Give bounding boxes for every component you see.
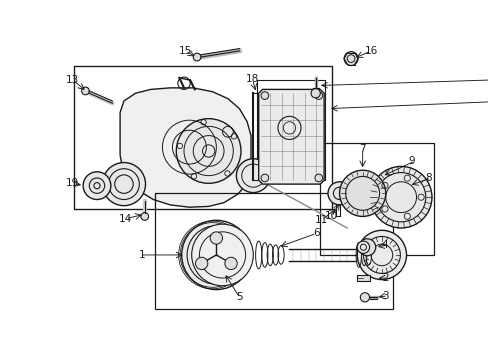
Bar bbox=[154, 193, 393, 309]
Text: 16: 16 bbox=[364, 46, 377, 56]
Circle shape bbox=[314, 92, 322, 99]
Polygon shape bbox=[120, 88, 250, 207]
Circle shape bbox=[83, 172, 111, 199]
Circle shape bbox=[344, 52, 357, 66]
Bar bbox=[320, 143, 433, 255]
Text: 19: 19 bbox=[66, 178, 79, 188]
Text: 13: 13 bbox=[66, 75, 79, 85]
Polygon shape bbox=[258, 89, 324, 184]
Text: 14: 14 bbox=[118, 214, 131, 224]
Circle shape bbox=[193, 53, 201, 61]
Circle shape bbox=[357, 230, 406, 280]
Text: 18: 18 bbox=[245, 75, 258, 84]
Text: 4: 4 bbox=[381, 240, 388, 250]
Text: 1: 1 bbox=[139, 250, 145, 260]
Text: 5: 5 bbox=[236, 292, 242, 302]
Circle shape bbox=[310, 89, 320, 98]
Text: 6: 6 bbox=[312, 228, 319, 238]
Bar bbox=[257, 80, 324, 180]
Text: 10: 10 bbox=[325, 211, 338, 221]
Circle shape bbox=[314, 174, 322, 182]
Circle shape bbox=[102, 163, 145, 206]
Circle shape bbox=[182, 220, 250, 289]
Circle shape bbox=[358, 239, 375, 256]
Text: 9: 9 bbox=[408, 156, 415, 166]
Circle shape bbox=[141, 213, 148, 220]
Text: 11: 11 bbox=[314, 215, 327, 225]
Circle shape bbox=[261, 92, 268, 99]
Text: 8: 8 bbox=[424, 173, 431, 183]
Circle shape bbox=[195, 257, 207, 270]
Circle shape bbox=[327, 182, 350, 205]
Polygon shape bbox=[357, 275, 369, 281]
Circle shape bbox=[191, 224, 253, 286]
Circle shape bbox=[210, 232, 222, 244]
Circle shape bbox=[176, 119, 241, 183]
Circle shape bbox=[357, 241, 369, 253]
Circle shape bbox=[81, 87, 89, 95]
Text: 2: 2 bbox=[381, 273, 388, 283]
Text: 7: 7 bbox=[359, 144, 365, 154]
Circle shape bbox=[360, 293, 369, 302]
Text: 3: 3 bbox=[381, 291, 388, 301]
Circle shape bbox=[224, 257, 237, 270]
Circle shape bbox=[369, 166, 431, 228]
Circle shape bbox=[339, 170, 385, 216]
Circle shape bbox=[261, 174, 268, 182]
Bar bbox=[74, 66, 331, 209]
Circle shape bbox=[236, 159, 270, 193]
Text: 15: 15 bbox=[178, 46, 191, 56]
